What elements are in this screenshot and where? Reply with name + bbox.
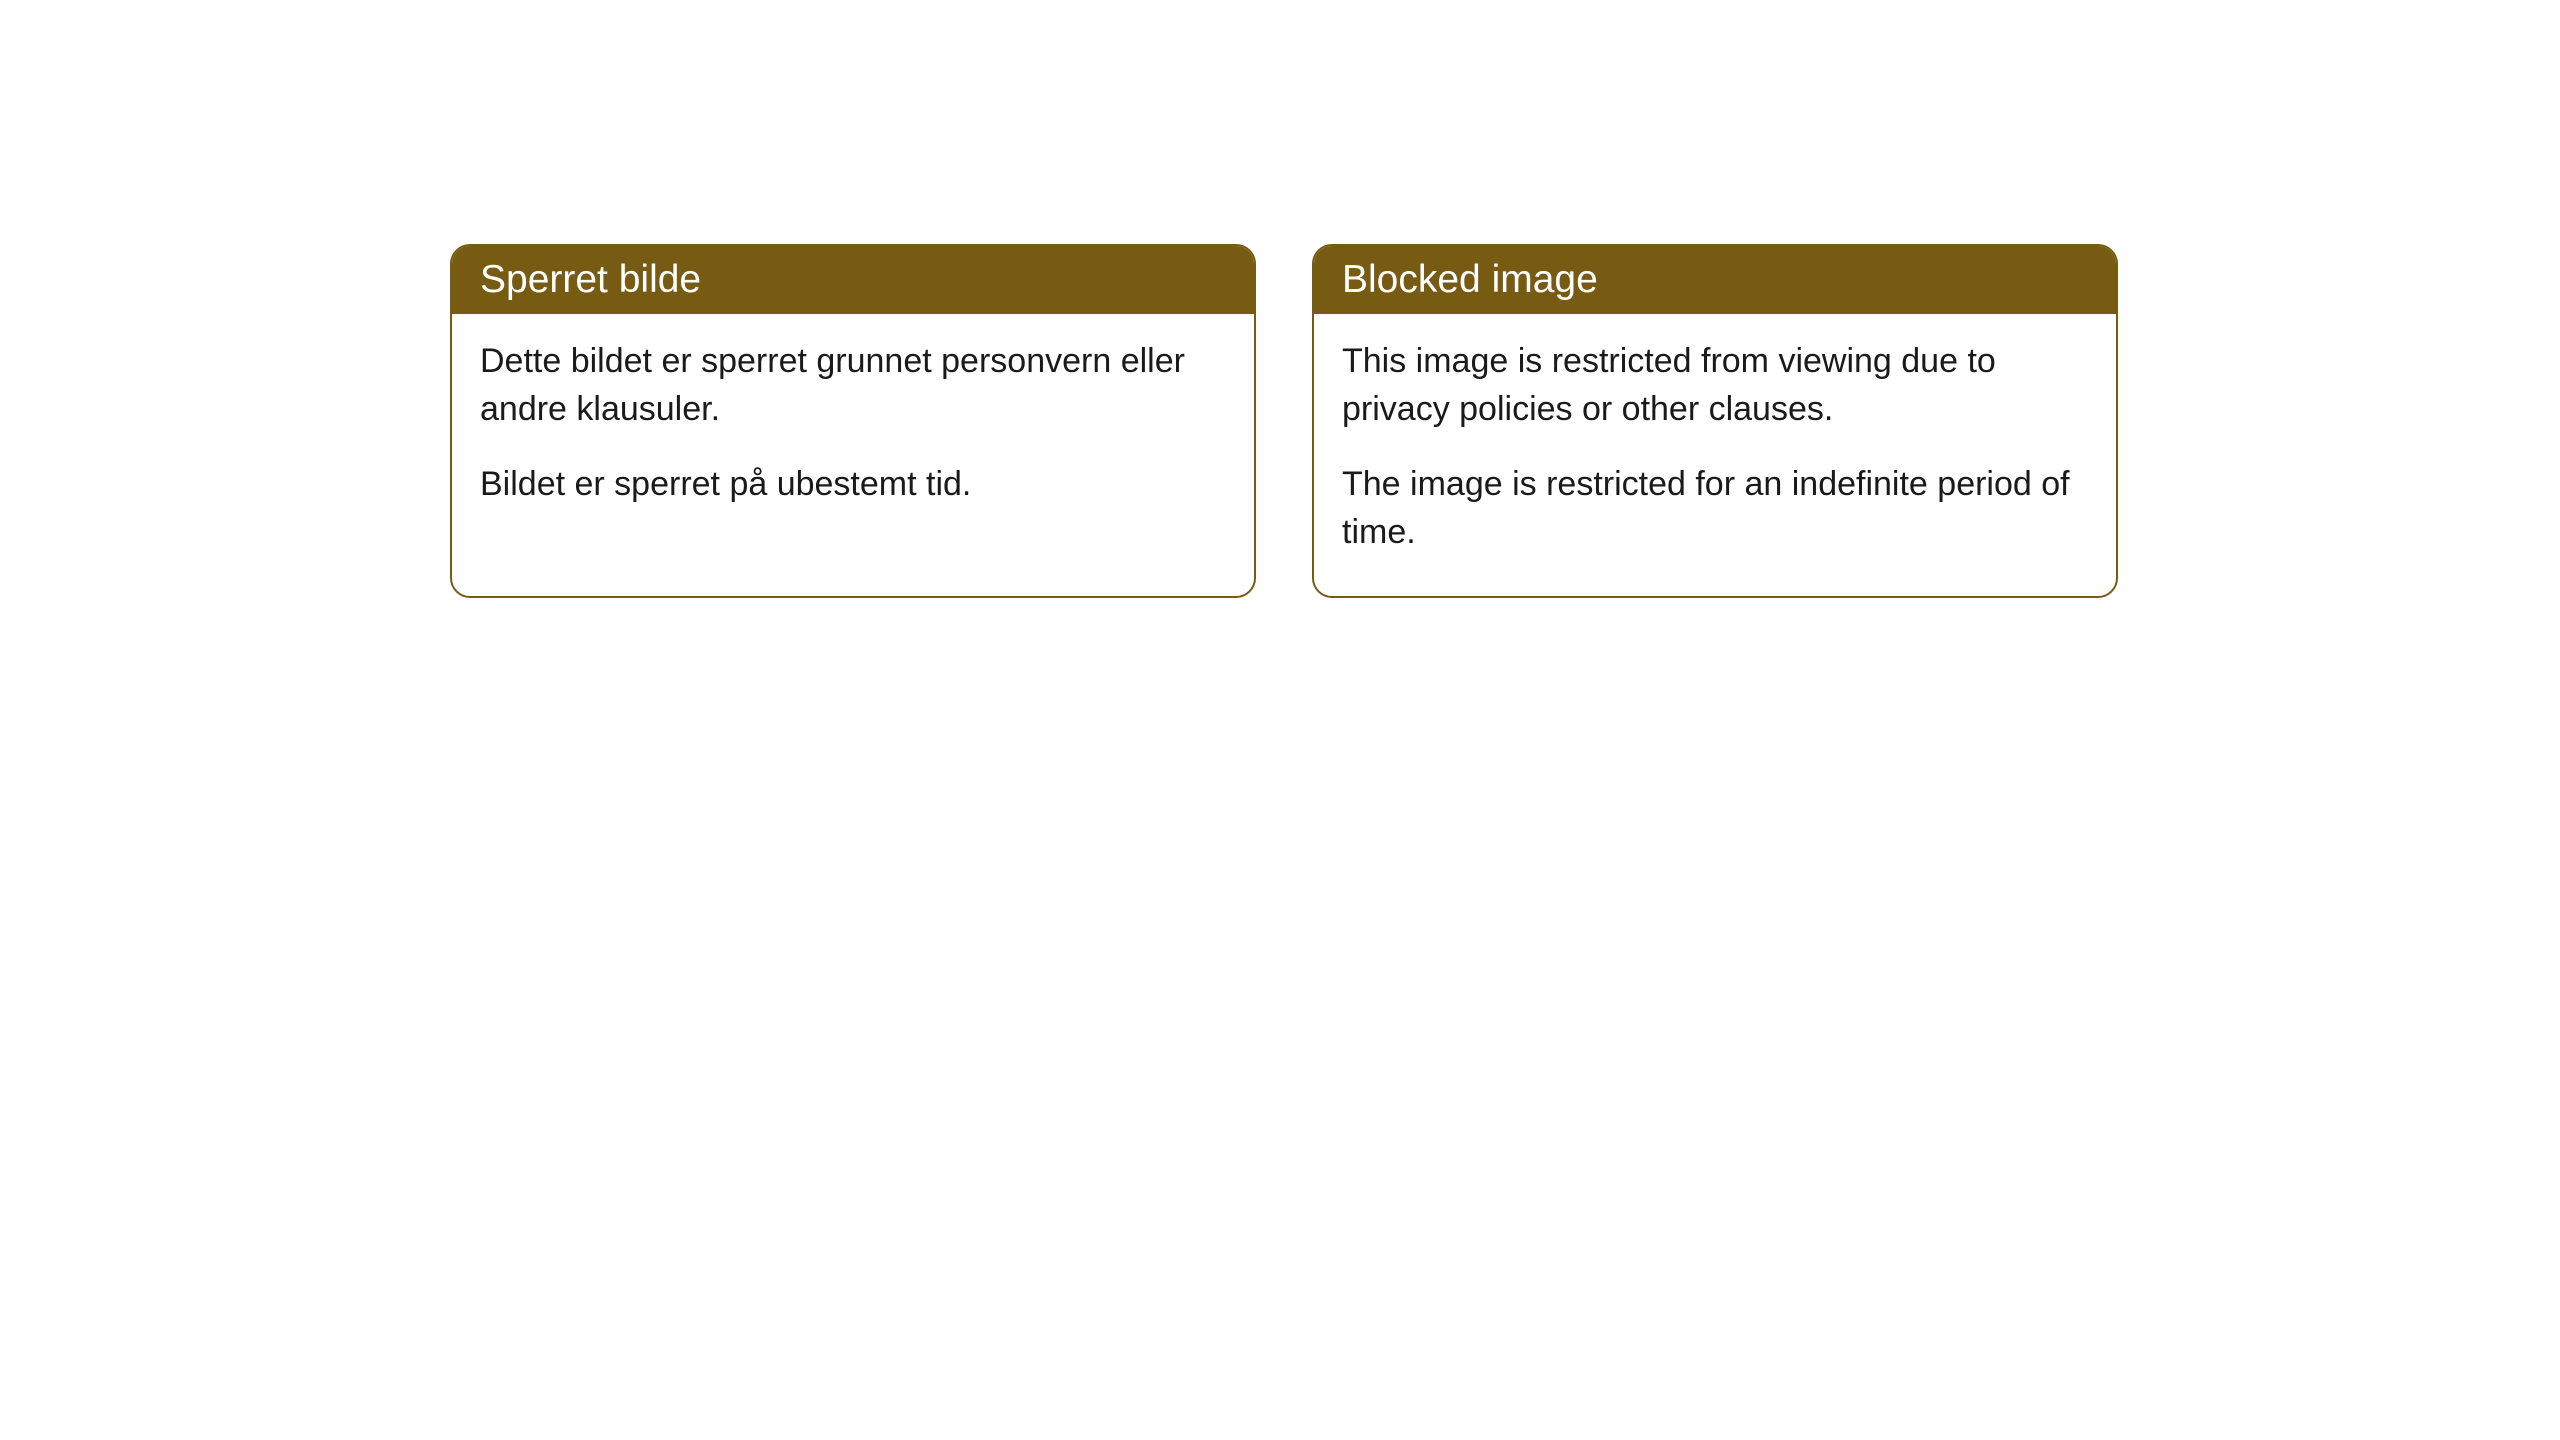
card-body: This image is restricted from viewing du… <box>1314 314 2116 596</box>
notice-cards-container: Sperret bilde Dette bildet er sperret gr… <box>450 244 2118 598</box>
card-paragraph: Bildet er sperret på ubestemt tid. <box>480 461 1226 509</box>
blocked-image-card-english: Blocked image This image is restricted f… <box>1312 244 2118 598</box>
card-paragraph: The image is restricted for an indefinit… <box>1342 461 2088 556</box>
card-paragraph: This image is restricted from viewing du… <box>1342 338 2088 433</box>
card-title: Sperret bilde <box>480 258 701 301</box>
blocked-image-card-norwegian: Sperret bilde Dette bildet er sperret gr… <box>450 244 1256 598</box>
card-body: Dette bildet er sperret grunnet personve… <box>452 314 1254 549</box>
card-header: Sperret bilde <box>452 246 1254 314</box>
card-title: Blocked image <box>1342 258 1598 301</box>
card-header: Blocked image <box>1314 246 2116 314</box>
card-paragraph: Dette bildet er sperret grunnet personve… <box>480 338 1226 433</box>
